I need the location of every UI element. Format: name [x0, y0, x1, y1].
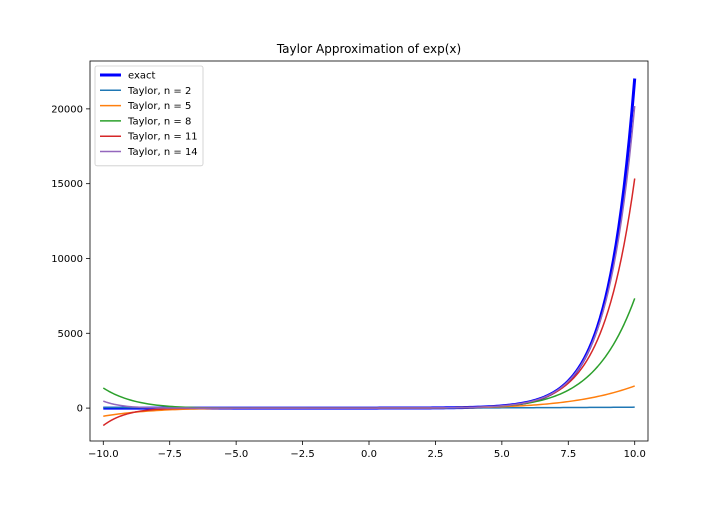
legend-label: Taylor, n = 5 [127, 101, 191, 112]
y-tick-label: 20000 [51, 104, 83, 115]
x-axis: −10.0 −7.5 −5.0 −2.5 0.0 2.5 5.0 7.5 10.0 [88, 441, 646, 460]
legend-label: Taylor, n = 8 [127, 116, 191, 127]
legend-label: Taylor, n = 2 [127, 86, 191, 97]
legend-label: Taylor, n = 11 [127, 132, 198, 143]
legend-box [94, 65, 204, 167]
x-tick-label: 5.0 [494, 449, 510, 460]
legend-label: Taylor, n = 14 [127, 147, 198, 158]
y-tick-label: 15000 [51, 179, 83, 190]
x-tick-label: 10.0 [624, 449, 646, 460]
series-layer [102, 78, 637, 427]
x-tick-label: 2.5 [427, 449, 443, 460]
series-line-5 [103, 105, 636, 409]
legend: exact Taylor, n = 2 Taylor, n = 5 Taylor, n… [94, 65, 204, 167]
x-tick-label: −5.0 [224, 449, 248, 460]
x-tick-label: −2.5 [290, 449, 314, 460]
legend-label: exact [128, 71, 156, 82]
x-tick-label: −10.0 [88, 449, 119, 460]
x-tick-label: 7.5 [560, 449, 576, 460]
y-tick-label: 10000 [51, 254, 83, 265]
x-tick-label: −7.5 [158, 449, 182, 460]
y-tick-label: 0 [77, 404, 83, 415]
chart-title: Taylor Approximation of exp(x) [276, 42, 461, 56]
y-tick-label: 5000 [58, 329, 83, 340]
y-axis: 0 5000 10000 15000 20000 [51, 104, 90, 415]
x-tick-label: 0.0 [361, 449, 377, 460]
